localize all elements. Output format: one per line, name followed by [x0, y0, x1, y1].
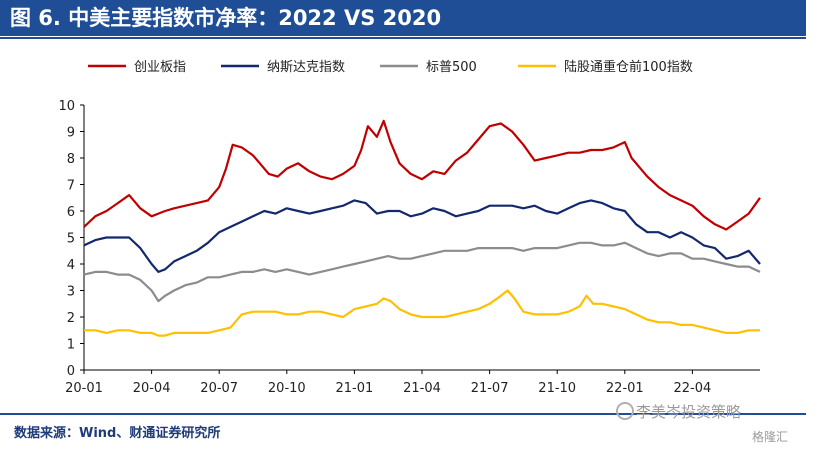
series-line-3 — [84, 289, 760, 337]
y-tick-label: 5 — [67, 232, 75, 247]
y-tick-label: 3 — [67, 285, 75, 300]
series-line-2 — [83, 241, 761, 303]
y-tick-label: 1 — [67, 338, 75, 353]
y-tick-label: 0 — [67, 364, 75, 379]
x-axis-tick-labels: 20-01 20-04 20-07 20-10 21-01 21-04 21-07 21-10… — [65, 381, 711, 396]
axes — [80, 104, 760, 374]
watermark-logo: 格隆汇 — [752, 430, 789, 444]
x-tick-label: 21-07 — [471, 381, 509, 396]
y-tick-label: 8 — [67, 152, 75, 167]
y-tick-label: 4 — [67, 258, 75, 273]
series-line-1 — [83, 199, 761, 273]
x-tick-label: 20-10 — [268, 381, 306, 396]
legend-label-1: 纳斯达克指数 — [267, 60, 345, 75]
y-tick-label: 6 — [67, 205, 75, 220]
x-tick-label: 21-10 — [538, 381, 576, 396]
series-lines — [83, 119, 761, 337]
y-axis-tick-labels: 0 1 2 3 4 5 6 7 8 9 10 — [58, 99, 75, 379]
x-tick-label: 20-07 — [200, 381, 238, 396]
x-tick-label: 22-01 — [606, 381, 644, 396]
x-tick-label: 21-01 — [336, 381, 374, 396]
legend-label-3: 陆股通重仓前100指数 — [564, 59, 693, 75]
x-tick-label: 20-04 — [133, 381, 171, 396]
page-title: 图 6. 中美主要指数市净率：2022 VS 2020 — [10, 6, 442, 30]
y-tick-label: 7 — [67, 179, 75, 194]
x-tick-label: 21-04 — [403, 381, 441, 396]
chart-legend: 创业板指 纳斯达克指数 标普500 陆股通重仓前100指数 — [88, 59, 693, 75]
x-tick-label: 20-01 — [65, 381, 103, 396]
wechat-icon — [616, 402, 634, 420]
title-rule — [0, 37, 806, 39]
y-tick-label: 10 — [58, 99, 75, 114]
y-tick-label: 9 — [67, 126, 75, 141]
legend-label-0: 创业板指 — [134, 60, 186, 75]
x-tick-label: 22-04 — [674, 381, 712, 396]
y-tick-label: 2 — [67, 311, 75, 326]
source-note: 数据来源：Wind、财通证券研究所 — [14, 426, 221, 441]
title-bar: 图 6. 中美主要指数市净率：2022 VS 2020 — [0, 0, 806, 36]
series-line-0 — [83, 119, 761, 231]
bottom-rule — [0, 413, 806, 415]
watermark: 李美岑投资策略 — [636, 403, 742, 421]
legend-label-2: 标普500 — [426, 60, 477, 75]
